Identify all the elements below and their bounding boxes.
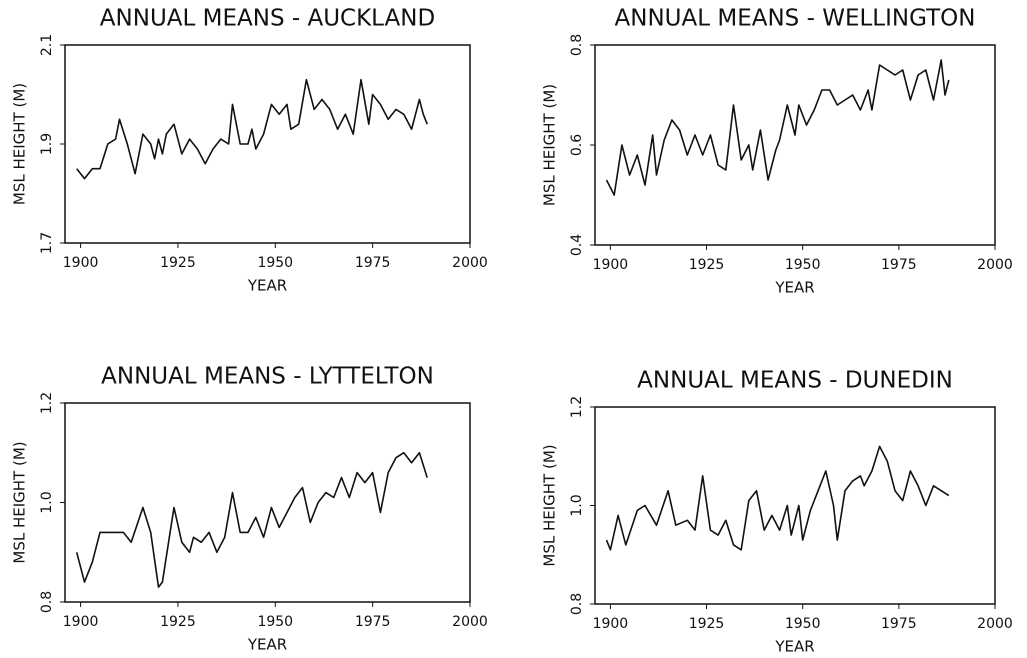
x-tick-label: 1900 — [63, 255, 99, 271]
x-tick-label: 1950 — [785, 257, 821, 273]
y-tick-label: 2.1 — [39, 34, 55, 56]
chart-title: ANNUAL MEANS - LYTTELTON — [101, 364, 434, 390]
x-tick-label: 1950 — [785, 616, 821, 632]
y-tick-label: 1.2 — [569, 396, 585, 418]
y-tick-label: 0.6 — [569, 134, 585, 156]
x-tick-label: 2000 — [977, 257, 1013, 273]
x-tick-label: 1950 — [257, 614, 293, 630]
y-tick-label: 0.8 — [569, 593, 585, 615]
x-tick-label: 2000 — [452, 255, 488, 271]
y-axis-label: MSL HEIGHT (M) — [11, 83, 29, 205]
chart-title: ANNUAL MEANS - DUNEDIN — [637, 368, 953, 394]
y-tick-label: 0.4 — [569, 234, 585, 256]
plot-frame — [594, 406, 996, 605]
x-tick-label: 1900 — [593, 257, 629, 273]
y-tick-label: 1.9 — [39, 133, 55, 155]
x-tick-label: 2000 — [977, 616, 1013, 632]
y-tick-label: 1.2 — [39, 392, 55, 414]
x-tick-label: 1900 — [63, 614, 99, 630]
plot-frame — [64, 402, 471, 603]
x-axis-label: YEAR — [774, 638, 814, 656]
data-line — [605, 445, 950, 551]
y-tick-label: 0.8 — [39, 591, 55, 613]
x-tick-label: 2000 — [452, 614, 488, 630]
chart-title: ANNUAL MEANS - AUCKLAND — [100, 6, 435, 32]
x-tick-label: 1925 — [160, 255, 196, 271]
y-tick-label: 1.7 — [39, 232, 55, 254]
x-tick-label: 1925 — [160, 614, 196, 630]
y-tick-label: 1.0 — [39, 491, 55, 513]
y-axis-label: MSL HEIGHT (M) — [541, 84, 559, 206]
x-tick-label: 1975 — [355, 614, 391, 630]
data-line — [75, 451, 428, 588]
y-axis-label: MSL HEIGHT (M) — [11, 441, 29, 563]
plot-frame — [594, 44, 996, 246]
x-tick-label: 1975 — [355, 255, 391, 271]
data-line — [605, 59, 950, 196]
y-axis-label: MSL HEIGHT (M) — [541, 444, 559, 566]
y-tick-label: 0.8 — [569, 34, 585, 56]
x-tick-label: 1950 — [257, 255, 293, 271]
x-axis-label: YEAR — [247, 277, 287, 295]
x-tick-label: 1975 — [881, 616, 917, 632]
x-axis-label: YEAR — [247, 636, 287, 654]
chart-title: ANNUAL MEANS - WELLINGTON — [615, 6, 976, 32]
data-line — [76, 78, 428, 180]
plot-frame — [64, 44, 471, 244]
x-tick-label: 1925 — [689, 616, 725, 632]
x-tick-label: 1900 — [593, 616, 629, 632]
x-axis-label: YEAR — [774, 279, 814, 297]
x-tick-label: 1925 — [689, 257, 725, 273]
y-tick-label: 1.0 — [569, 494, 585, 516]
x-tick-label: 1975 — [881, 257, 917, 273]
